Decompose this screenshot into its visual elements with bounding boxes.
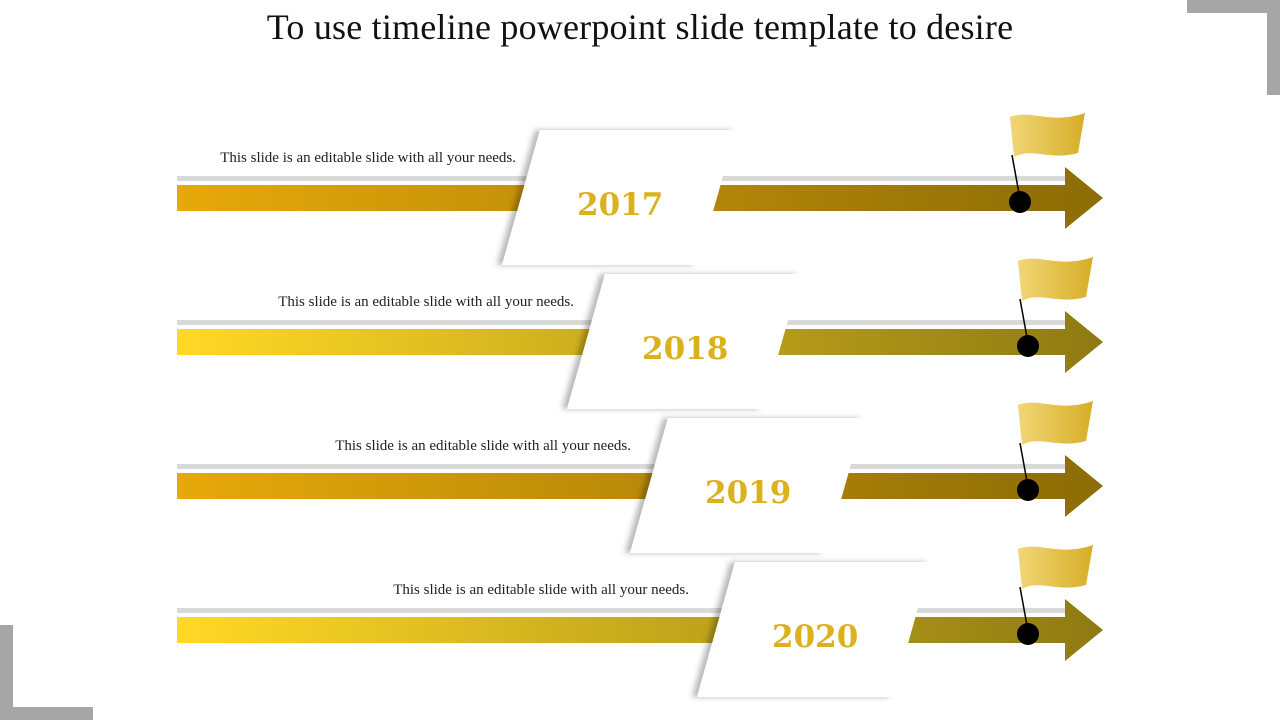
flag-icon xyxy=(1018,401,1093,445)
timeline-description: This slide is an editable slide with all… xyxy=(393,582,689,598)
corner-frame-top-right xyxy=(1187,0,1280,95)
timeline-arrow xyxy=(177,599,1103,661)
timeline-description: This slide is an editable slide with all… xyxy=(335,438,631,454)
flag-marker-dot xyxy=(1009,191,1031,213)
timeline-cut xyxy=(567,274,801,409)
timeline-rail xyxy=(177,608,1065,613)
timeline-year: 2019 xyxy=(705,475,792,511)
timeline-year: 2018 xyxy=(642,331,729,367)
corner-frame-bottom-left xyxy=(0,625,93,720)
timeline-cut xyxy=(502,130,736,265)
timeline-year: 2017 xyxy=(577,187,664,223)
flag-icon xyxy=(1018,257,1093,301)
timeline-year: 2020 xyxy=(772,619,859,655)
flag-marker-dot xyxy=(1017,623,1039,645)
flag-marker-dot xyxy=(1017,335,1039,357)
flag-icon xyxy=(1018,545,1093,589)
timeline-description: This slide is an editable slide with all… xyxy=(278,294,574,310)
slide-title: To use timeline powerpoint slide templat… xyxy=(266,7,1014,47)
flag-icon xyxy=(1010,113,1085,157)
timeline-arrow xyxy=(177,455,1103,517)
timeline-cut xyxy=(630,418,864,553)
timeline-description: This slide is an editable slide with all… xyxy=(220,150,516,166)
timeline-rail xyxy=(177,464,1065,469)
flag-marker-dot xyxy=(1017,479,1039,501)
timeline-cut xyxy=(697,562,931,697)
